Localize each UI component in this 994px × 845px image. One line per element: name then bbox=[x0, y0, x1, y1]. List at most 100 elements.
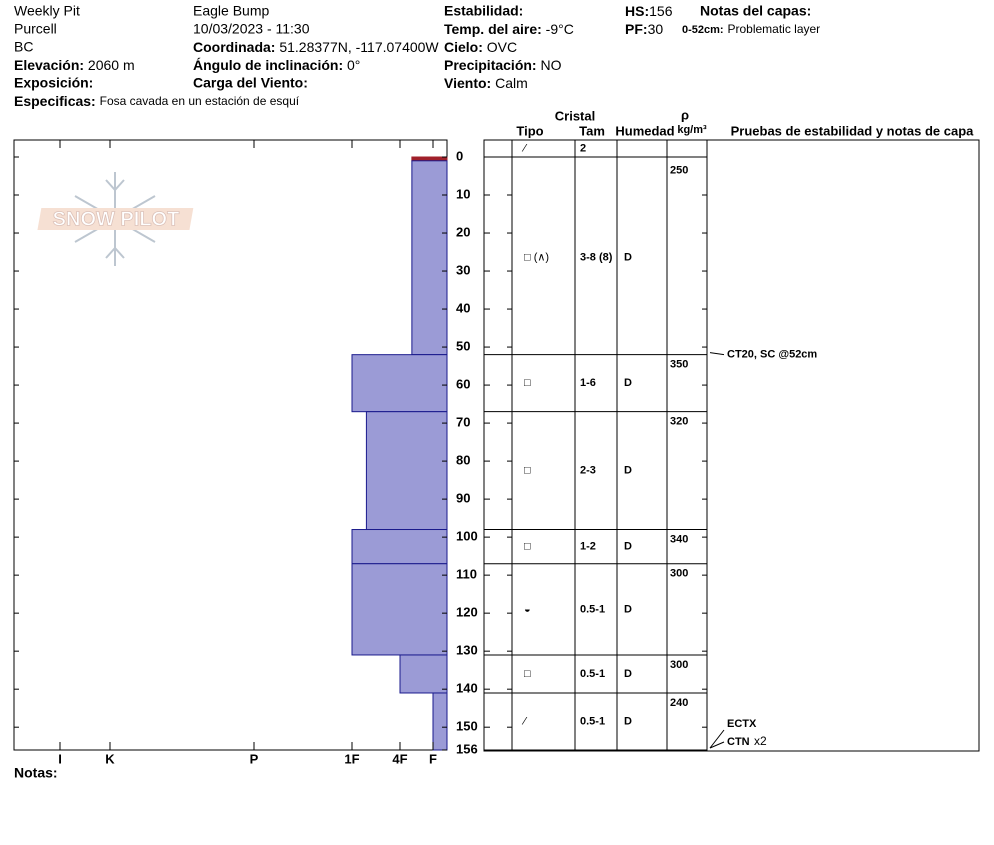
grain-type: □ bbox=[524, 377, 531, 389]
label: Precipitación: bbox=[444, 57, 537, 73]
label: Temp. del aire: bbox=[444, 21, 542, 37]
pf: PF:30 bbox=[625, 21, 663, 37]
precipitation: Precipitación: NO bbox=[444, 57, 562, 73]
moisture: D bbox=[624, 715, 632, 727]
header: Weekly Pit Purcell BC Elevación: 2060 m … bbox=[14, 3, 820, 109]
grain-type: ⁄ bbox=[521, 715, 528, 727]
label: Viento: bbox=[444, 75, 491, 91]
moisture: D bbox=[624, 252, 632, 264]
elevation: Elevación: 2060 m bbox=[14, 57, 135, 73]
y-tick-label: 60 bbox=[456, 377, 470, 392]
test-arrow bbox=[709, 352, 725, 356]
y-tick-label: 40 bbox=[456, 300, 470, 315]
value: 0° bbox=[347, 57, 360, 73]
label: Coordinada: bbox=[193, 39, 275, 55]
wind: Viento: Calm bbox=[444, 75, 528, 91]
table-columns bbox=[511, 140, 708, 751]
state: BC bbox=[14, 39, 33, 55]
col-density-unit: kg/m³ bbox=[677, 124, 707, 136]
col-type: Tipo bbox=[516, 123, 543, 138]
slope: Ángulo de inclinación: 0° bbox=[193, 57, 360, 73]
label: Cielo: bbox=[444, 39, 483, 55]
value: NO bbox=[540, 57, 561, 73]
logo: SNOW PILOT bbox=[37, 172, 194, 266]
location: Eagle Bump bbox=[193, 3, 269, 19]
density: 240 bbox=[670, 697, 688, 709]
test-arrow bbox=[709, 729, 725, 749]
density: 250 bbox=[670, 165, 688, 177]
x-tick-label: I bbox=[58, 751, 62, 766]
x-tick-label: K bbox=[105, 751, 115, 766]
value: Fosa cavada en un estación de esquí bbox=[100, 94, 300, 108]
hardness-bar bbox=[411, 156, 448, 162]
y-tick-label: 156 bbox=[456, 741, 478, 756]
col-size: Tam bbox=[579, 123, 605, 138]
x-tick-label: 1F bbox=[344, 751, 359, 766]
test-arrow bbox=[709, 741, 725, 749]
hardness-bar bbox=[399, 654, 448, 694]
moisture: D bbox=[624, 603, 632, 615]
moisture: D bbox=[624, 377, 632, 389]
hardness-bar bbox=[351, 354, 448, 413]
x-tick-label: P bbox=[250, 751, 259, 766]
specifics: Especificas: Fosa cavada en un estación … bbox=[14, 93, 300, 109]
aspect-label: Exposición: bbox=[14, 75, 93, 91]
air-temp: Temp. del aire: -9°C bbox=[444, 21, 574, 37]
grain-size: 0.5-1 bbox=[580, 603, 605, 615]
grain-size: 1-6 bbox=[580, 377, 596, 389]
y-tick-label: 110 bbox=[456, 567, 477, 582]
density: 300 bbox=[670, 659, 688, 671]
hardness-bar bbox=[365, 411, 448, 531]
sky: Cielo: OVC bbox=[444, 39, 517, 55]
value: 2060 m bbox=[88, 57, 135, 73]
col-moisture: Humedad bbox=[615, 123, 674, 138]
pit-name: Weekly Pit bbox=[14, 3, 80, 19]
value: 51.28377N, -117.07400W bbox=[279, 39, 439, 55]
layer-note: 0-52cm: Problematic layer bbox=[682, 21, 820, 37]
y-tick-label: 10 bbox=[456, 186, 470, 201]
table-frame bbox=[483, 139, 980, 752]
datetime: 10/03/2023 - 11:30 bbox=[193, 21, 310, 37]
grain-type: □ bbox=[524, 465, 531, 477]
y-tick-label: 80 bbox=[456, 453, 470, 468]
moisture: D bbox=[624, 541, 632, 553]
y-tick-label: 20 bbox=[456, 224, 470, 239]
y-tick-label: 30 bbox=[456, 262, 470, 277]
label: Elevación: bbox=[14, 57, 84, 73]
value: -9°C bbox=[546, 21, 574, 37]
wind-loading-label: Carga del Viento: bbox=[193, 75, 308, 91]
test-multiplier: x2 bbox=[754, 734, 767, 748]
grain-size: 2-3 bbox=[580, 465, 596, 477]
density: 300 bbox=[670, 568, 688, 580]
logo-text: SNOW PILOT bbox=[53, 208, 180, 230]
coordinates: Coordinada: 51.28377N, -117.07400W bbox=[193, 39, 439, 55]
hs: HS:156 bbox=[625, 3, 673, 19]
range: Purcell bbox=[14, 21, 57, 37]
grain-size: 1-2 bbox=[580, 541, 596, 553]
hardness-bar bbox=[432, 692, 448, 751]
y-tick-label: 150 bbox=[456, 719, 478, 734]
hardness-bar bbox=[351, 529, 448, 565]
x-tick-label: 4F bbox=[392, 751, 407, 766]
density: 340 bbox=[670, 533, 688, 545]
hardness-bar bbox=[351, 563, 448, 656]
layer-notes-label: Notas del capas: bbox=[700, 3, 811, 19]
grain-size: 0.5-1 bbox=[580, 668, 605, 680]
y-tick-label: 70 bbox=[456, 415, 470, 430]
col-tests: Pruebas de estabilidad y notas de capa bbox=[731, 123, 975, 138]
range: 0-52cm: bbox=[682, 24, 724, 36]
value: Calm bbox=[495, 75, 528, 91]
notes-label: Notas: bbox=[14, 765, 58, 781]
label: HS: bbox=[625, 3, 649, 19]
y-tick-label: 120 bbox=[456, 605, 478, 620]
note: Problematic layer bbox=[727, 22, 820, 36]
y-tick-label: 140 bbox=[456, 681, 478, 696]
y-tick-label: 50 bbox=[456, 339, 470, 354]
density: 350 bbox=[670, 359, 688, 371]
grain-size: 2 bbox=[580, 142, 586, 154]
grain-type: □ (∧) bbox=[524, 252, 549, 264]
moisture: D bbox=[624, 668, 632, 680]
y-tick-label: 130 bbox=[456, 643, 478, 658]
label: Ángulo de inclinación: bbox=[193, 57, 343, 73]
